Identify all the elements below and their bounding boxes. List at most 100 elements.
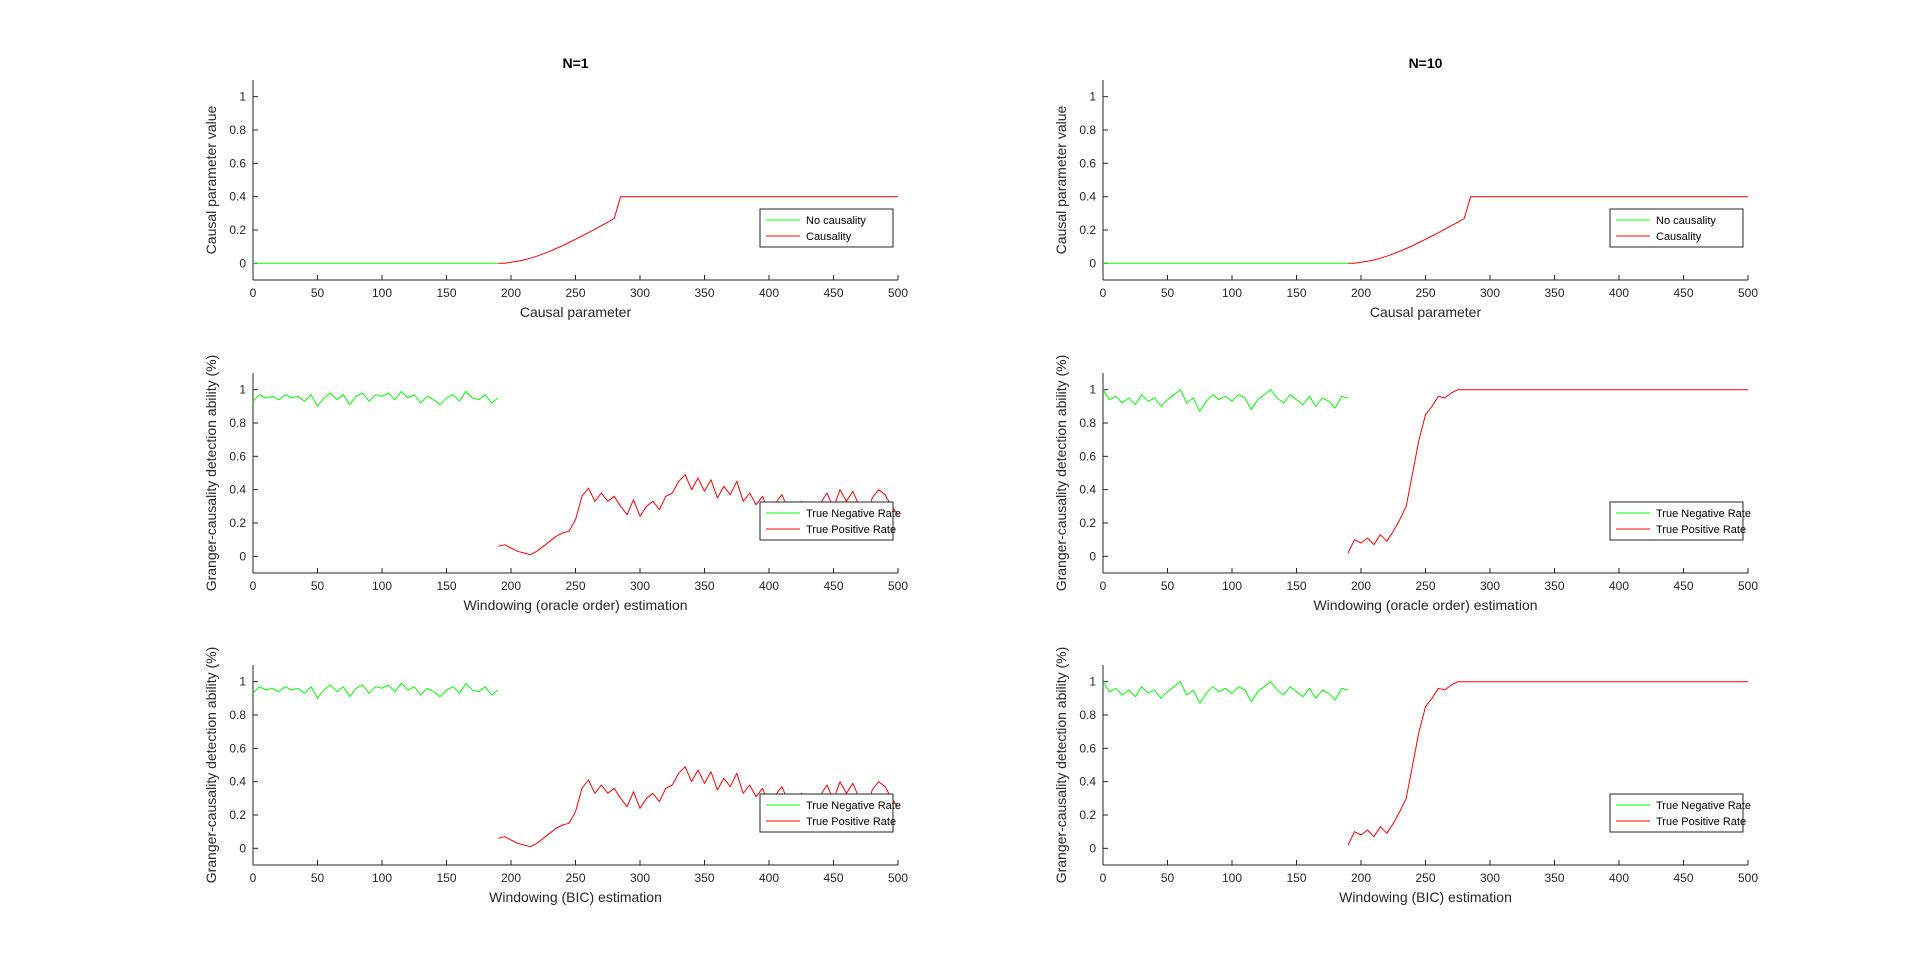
x-tick-label: 0 [1100,286,1107,300]
legend-entry: Causality [806,231,852,243]
x-tick-label: 250 [565,286,585,300]
x-tick-label: 150 [1286,871,1306,885]
y-tick-label: 1 [239,675,246,689]
y-tick-label: 0.6 [1079,156,1096,170]
x-tick-label: 0 [250,286,257,300]
x-tick-label: 150 [1286,286,1306,300]
y-axis-label: Granger-causality detection ability (%) [1053,647,1069,884]
y-tick-label: 1 [1089,675,1096,689]
legend-entry: No causality [806,215,866,227]
y-tick-label: 0 [1089,256,1096,270]
legend: No causality Causality [1609,208,1744,248]
y-tick-label: 0 [1089,841,1096,855]
y-tick-label: 0.6 [229,741,246,755]
series-line-negative [252,682,499,699]
y-tick-label: 0.4 [1079,775,1096,789]
x-tick-label: 250 [565,579,585,593]
x-tick-label: 200 [501,871,521,885]
y-axis-label: Causal parameter value [203,105,219,254]
legend-entry: True Negative Rate [1656,800,1751,812]
x-tick-label: 400 [1609,579,1629,593]
series-line-positive [1347,681,1748,846]
y-tick-label: 0.4 [229,483,246,497]
legend: True Negative Rate True Positive Rate [1609,501,1751,541]
chart-p22: 0 50 100 150 200 250 300 350 400 450 500 0 0.2 0.4 0.6… [1053,355,1758,613]
x-axis-label: Windowing (BIC) estimation [1339,889,1512,905]
x-tick-label: 350 [694,286,714,300]
x-axis-label: Windowing (oracle order) estimation [463,597,687,613]
y-tick-label: 0.8 [1079,708,1096,722]
legend-entry: True Positive Rate [806,816,896,828]
legend-box [759,208,894,248]
x-tick-label: 300 [630,579,650,593]
y-axis-label: Granger-causality detection ability (%) [203,647,219,884]
series-line-positive [1348,196,1748,264]
x-tick-label: 100 [372,871,392,885]
y-tick-label: 0.8 [229,708,246,722]
x-tick-label: 50 [311,871,325,885]
y-tick-label: 0.8 [229,123,246,137]
chart-title: N=1 [562,55,588,71]
x-tick-label: 350 [1544,871,1564,885]
y-tick-label: 1 [239,90,246,104]
x-tick-label: 0 [250,579,257,593]
x-tick-label: 450 [823,871,843,885]
x-tick-label: 450 [823,286,843,300]
x-tick-label: 50 [1161,871,1175,885]
x-tick-label: 500 [888,286,908,300]
legend-entry: True Positive Rate [1656,816,1746,828]
x-tick-label: 350 [1544,286,1564,300]
x-tick-label: 200 [1351,871,1371,885]
y-tick-label: 0 [1089,549,1096,563]
x-tick-label: 400 [1609,871,1629,885]
legend: True Negative Rate True Positive Rate [759,793,901,833]
legend-box [1609,501,1744,541]
x-tick-label: 200 [501,579,521,593]
y-tick-label: 0.2 [1079,808,1096,822]
x-tick-label: 500 [1738,871,1758,885]
x-tick-label: 400 [759,579,779,593]
series-line-negative [1102,681,1349,704]
y-tick-label: 1 [239,383,246,397]
y-tick-label: 0 [239,841,246,855]
x-tick-label: 250 [565,871,585,885]
y-tick-label: 0.2 [1079,223,1096,237]
chart-p31: 0 50 100 150 200 250 300 350 400 450 500 0 0.2 0.4 0.6… [203,647,908,905]
x-axis-label: Causal parameter [1370,304,1482,320]
x-axis-label: Windowing (BIC) estimation [489,889,662,905]
x-tick-label: 150 [436,579,456,593]
x-tick-label: 250 [1415,871,1435,885]
y-tick-label: 0.4 [1079,483,1096,497]
legend-box [1609,793,1744,833]
x-tick-label: 250 [1415,286,1435,300]
legend-entry: Causality [1656,231,1702,243]
x-tick-label: 100 [1222,579,1242,593]
x-tick-label: 450 [1673,286,1693,300]
y-tick-label: 0.6 [1079,449,1096,463]
legend-box [759,501,894,541]
series-line-negative [1102,389,1349,412]
legend-entry: No causality [1656,215,1716,227]
x-axis-label: Windowing (oracle order) estimation [1313,597,1537,613]
x-tick-label: 100 [372,579,392,593]
x-tick-label: 50 [311,286,325,300]
legend-entry: True Negative Rate [806,800,901,812]
x-tick-label: 350 [694,871,714,885]
x-tick-label: 0 [250,871,257,885]
legend-entry: True Negative Rate [806,508,901,520]
y-tick-label: 0.6 [229,156,246,170]
legend-box [759,793,894,833]
x-tick-label: 150 [1286,579,1306,593]
x-tick-label: 150 [436,286,456,300]
y-tick-label: 0.8 [229,416,246,430]
y-axis-label: Granger-causality detection ability (%) [203,355,219,592]
x-tick-label: 50 [311,579,325,593]
y-axis-label: Causal parameter value [1053,105,1069,254]
legend-box [1609,208,1744,248]
x-tick-label: 500 [1738,579,1758,593]
chart-p12: 0 50 100 150 200 250 300 350 400 450 500 0 0.2 0.4 0.6… [1053,55,1758,320]
x-tick-label: 500 [1738,286,1758,300]
x-tick-label: 200 [1351,579,1371,593]
y-tick-label: 0.4 [1079,190,1096,204]
x-tick-label: 0 [1100,579,1107,593]
